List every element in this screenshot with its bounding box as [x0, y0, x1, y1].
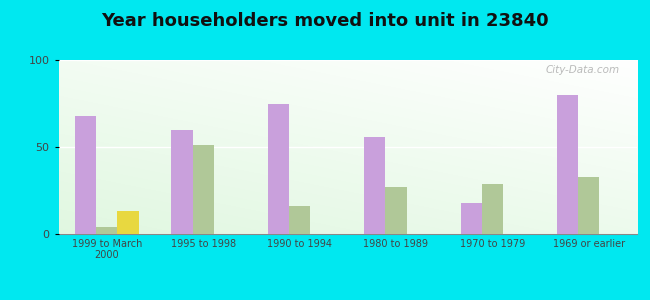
Bar	[385, 187, 406, 234]
Bar	[192, 145, 214, 234]
Bar	[482, 184, 503, 234]
Bar	[117, 212, 138, 234]
Bar	[268, 103, 289, 234]
Bar	[578, 177, 599, 234]
Text: City-Data.com: City-Data.com	[545, 65, 619, 75]
Bar	[461, 203, 482, 234]
Bar	[75, 116, 96, 234]
Bar	[364, 136, 385, 234]
Bar	[557, 95, 578, 234]
Bar	[172, 130, 192, 234]
Text: Year householders moved into unit in 23840: Year householders moved into unit in 238…	[101, 12, 549, 30]
Bar	[289, 206, 310, 234]
Bar	[96, 227, 117, 234]
